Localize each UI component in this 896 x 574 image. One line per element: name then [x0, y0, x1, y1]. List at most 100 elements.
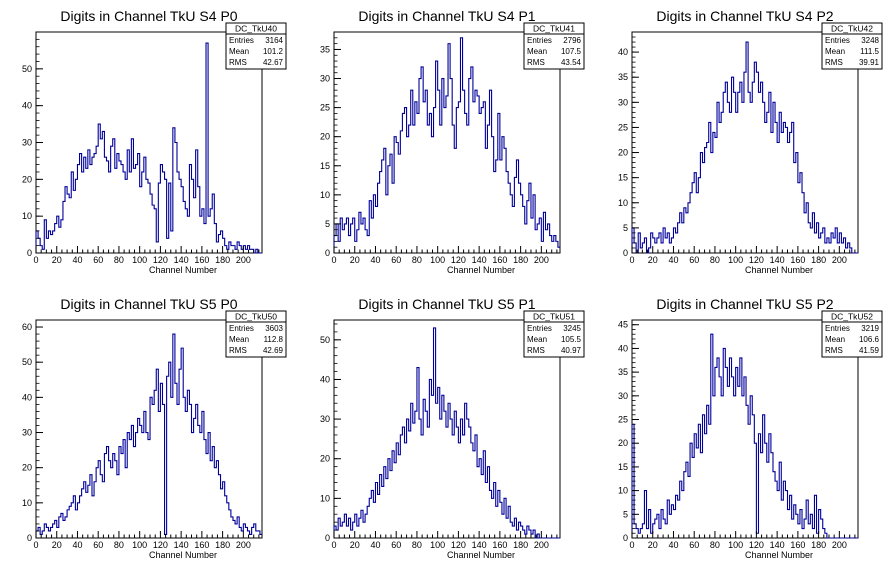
histogram-line [35, 333, 262, 538]
y-tick-label: 40 [618, 47, 628, 57]
x-tick-label: 180 [215, 255, 230, 265]
x-tick-label: 140 [472, 540, 487, 550]
y-tick-label: 20 [320, 454, 330, 464]
y-tick-label: 40 [320, 374, 330, 384]
histogram-panel-3: Digits in Channel TkU S4 P20 20 40 60 80 100 1… [618, 8, 883, 275]
x-tick-label: 140 [770, 255, 785, 265]
stats-value-mean: 111.5 [860, 47, 879, 56]
stats-value-rms: 40.97 [561, 346, 582, 355]
x-tick-label: 100 [430, 540, 445, 550]
x-tick-label: 140 [174, 540, 189, 550]
stats-name: DC_TkU51 [533, 312, 575, 322]
x-tick-label: 20 [648, 540, 658, 550]
x-tick-label: 120 [451, 255, 466, 265]
stats-value-mean: 107.5 [561, 47, 582, 56]
histogram-line [333, 37, 560, 253]
stats-label-entries: Entries [825, 36, 850, 45]
x-tick-label: 80 [114, 540, 124, 550]
stats-box: DC_TkU52 Entries 3219 Mean 106.6 RMS 41.59 [821, 310, 883, 358]
x-axis-label: Channel Number [745, 550, 813, 560]
histogram-panel-4: Digits in Channel TkU S5 P00 20 40 60 80 100 1… [22, 296, 287, 560]
stats-label-mean: Mean [229, 47, 249, 56]
stats-name: DC_TkU52 [831, 312, 873, 322]
x-tick-label: 80 [412, 255, 422, 265]
x-tick-label: 0 [331, 255, 336, 265]
x-tick-label: 40 [668, 255, 678, 265]
y-tick-label: 5 [623, 223, 628, 233]
y-tick-label: 20 [320, 132, 330, 142]
x-tick-label: 120 [749, 255, 764, 265]
x-tick-label: 100 [430, 255, 445, 265]
x-axis-label: Channel Number [149, 550, 217, 560]
x-tick-label: 80 [412, 540, 422, 550]
x-tick-label: 100 [728, 540, 743, 550]
x-tick-label: 60 [93, 255, 103, 265]
stats-label-mean: Mean [825, 335, 845, 344]
stats-value-rms: 41.59 [859, 346, 880, 355]
y-tick-label: 20 [618, 148, 628, 158]
x-tick-label: 160 [492, 255, 507, 265]
x-tick-label: 40 [72, 255, 82, 265]
stats-label-mean: Mean [527, 47, 547, 56]
stats-value-entries: 3164 [265, 36, 283, 45]
x-tick-label: 60 [93, 540, 103, 550]
y-tick-label: 20 [22, 463, 32, 473]
y-tick-label: 45 [618, 320, 628, 330]
stats-box: DC_TkU51 Entries 3245 Mean 105.5 RMS 40.97 [523, 310, 585, 358]
x-tick-label: 60 [689, 540, 699, 550]
y-tick-label: 40 [618, 343, 628, 353]
x-tick-label: 100 [728, 255, 743, 265]
y-tick-label: 40 [22, 392, 32, 402]
panel-title: Digits in Channel TkU S4 P2 [656, 8, 833, 24]
panel-title: Digits in Channel TkU S5 P0 [60, 296, 237, 312]
stats-label-mean: Mean [229, 335, 249, 344]
y-tick-label: 30 [618, 391, 628, 401]
y-tick-label: 30 [618, 97, 628, 107]
stats-value-rms: 43.54 [561, 58, 582, 67]
stats-name: DC_TkU50 [235, 312, 277, 322]
y-tick-label: 20 [22, 174, 32, 184]
x-tick-label: 180 [215, 540, 230, 550]
x-tick-label: 80 [710, 255, 720, 265]
stats-label-rms: RMS [527, 346, 545, 355]
stats-value-mean: 112.8 [264, 335, 284, 344]
stats-label-rms: RMS [825, 58, 843, 67]
stats-name: DC_TkU42 [831, 24, 873, 34]
histogram-panel-5: Digits in Channel TkU S5 P10 20 40 60 80 100 1… [320, 296, 585, 560]
y-tick-label: 10 [618, 486, 628, 496]
histogram-line [631, 333, 858, 539]
y-tick-label: 30 [22, 138, 32, 148]
x-tick-label: 100 [132, 255, 147, 265]
y-tick-label: 5 [623, 509, 628, 519]
y-tick-label: 30 [320, 414, 330, 424]
x-tick-label: 140 [472, 255, 487, 265]
x-tick-label: 80 [114, 255, 124, 265]
stats-box: DC_TkU41 Entries 2796 Mean 107.5 RMS 43.54 [523, 22, 585, 70]
stats-value-mean: 106.6 [859, 335, 880, 344]
x-tick-label: 200 [832, 255, 847, 265]
stats-value-rms: 39.91 [859, 58, 880, 67]
histogram-line [631, 41, 858, 254]
y-tick-label: 30 [22, 428, 32, 438]
x-tick-label: 180 [513, 540, 528, 550]
plot-frame [35, 319, 263, 539]
panel-title: Digits in Channel TkU S5 P1 [358, 296, 535, 312]
stats-value-rms: 42.69 [263, 346, 284, 355]
y-tick-label: 10 [320, 493, 330, 503]
y-tick-label: 20 [618, 438, 628, 448]
x-tick-label: 100 [132, 540, 147, 550]
x-axis-label: Channel Number [149, 265, 217, 275]
stats-box: DC_TkU40 Entries 3164 Mean 101.2 RMS 42.67 [225, 22, 287, 70]
x-tick-label: 200 [534, 255, 549, 265]
y-tick-label: 35 [320, 44, 330, 54]
x-tick-label: 0 [629, 255, 634, 265]
panel-title: Digits in Channel TkU S4 P1 [358, 8, 535, 24]
x-tick-label: 40 [370, 540, 380, 550]
y-tick-label: 15 [320, 161, 330, 171]
stats-value-entries: 3603 [265, 324, 283, 333]
x-tick-label: 160 [790, 255, 805, 265]
panel-title: Digits in Channel TkU S4 P0 [60, 8, 237, 24]
histogram-panel-6: Digits in Channel TkU S5 P20 20 40 60 80 100 1… [618, 296, 883, 560]
y-tick-label: 0 [325, 533, 330, 543]
y-tick-label: 35 [618, 72, 628, 82]
